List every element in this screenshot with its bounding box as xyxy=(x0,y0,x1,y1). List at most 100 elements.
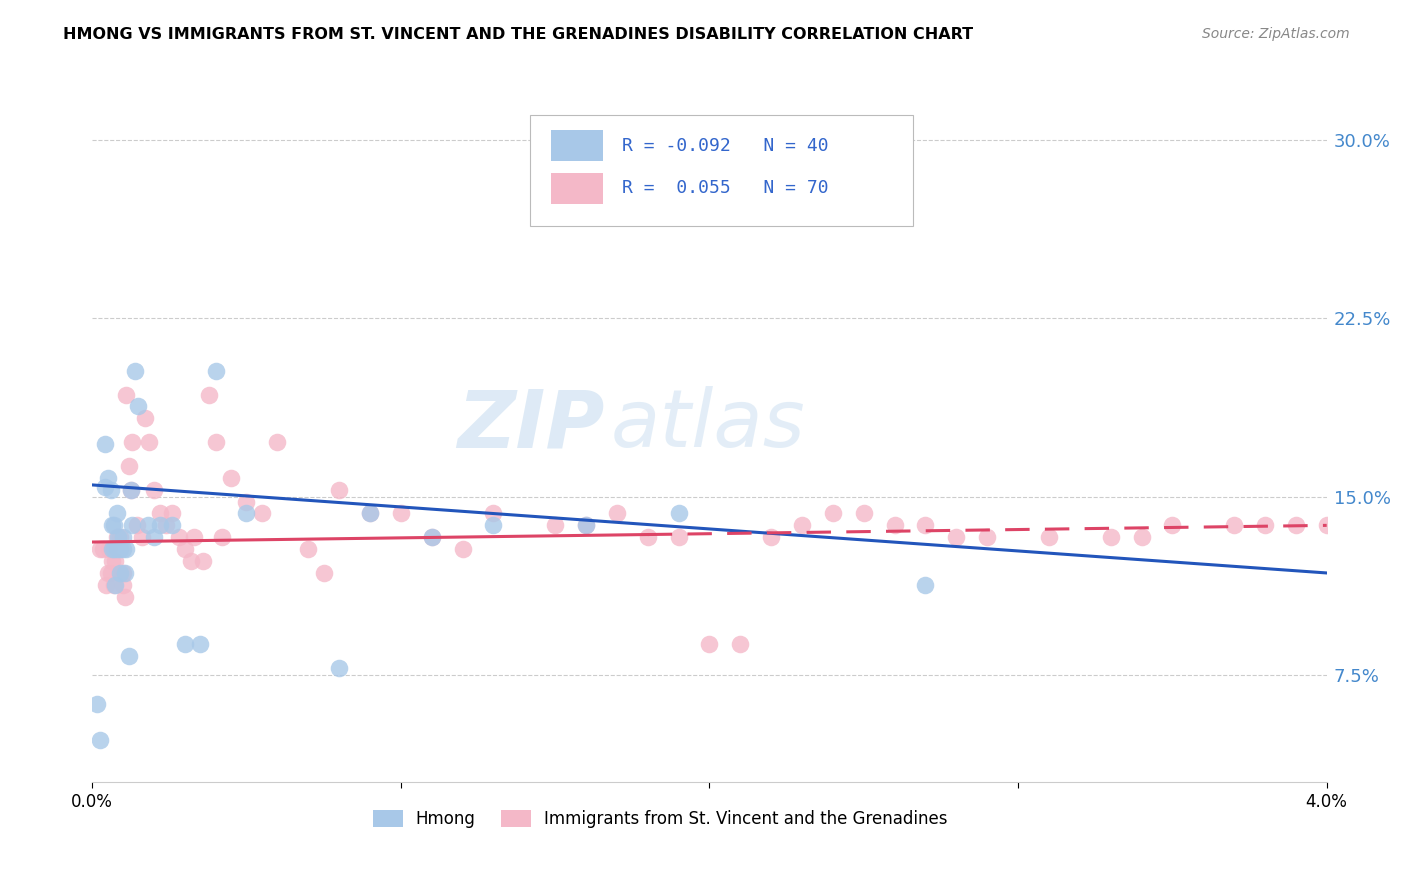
Point xyxy=(101,554,124,568)
Point xyxy=(91,542,114,557)
FancyBboxPatch shape xyxy=(551,130,603,161)
Point xyxy=(1223,518,1246,533)
Point xyxy=(98,542,121,557)
Point xyxy=(1285,518,1308,533)
Text: atlas: atlas xyxy=(610,386,806,465)
Point xyxy=(790,518,813,533)
Point xyxy=(180,554,202,568)
Point xyxy=(359,507,381,521)
Point xyxy=(328,483,350,497)
Point xyxy=(136,518,159,533)
Point xyxy=(219,471,242,485)
Point xyxy=(112,530,135,544)
Point xyxy=(637,530,659,544)
Point xyxy=(359,507,381,521)
Point xyxy=(142,530,165,544)
Text: ZIP: ZIP xyxy=(457,386,605,465)
Point xyxy=(108,542,131,557)
Point xyxy=(1130,530,1153,544)
Point xyxy=(1254,518,1277,533)
Point xyxy=(115,542,138,557)
Point xyxy=(945,530,967,544)
Point xyxy=(183,530,205,544)
Text: HMONG VS IMMIGRANTS FROM ST. VINCENT AND THE GRENADINES DISABILITY CORRELATION C: HMONG VS IMMIGRANTS FROM ST. VINCENT AND… xyxy=(63,27,973,42)
Point xyxy=(914,518,936,533)
Point xyxy=(699,637,721,651)
Point xyxy=(482,507,505,521)
Point xyxy=(114,566,136,580)
Point xyxy=(149,507,172,521)
Point xyxy=(1161,518,1184,533)
FancyBboxPatch shape xyxy=(530,115,912,226)
Point xyxy=(1316,518,1339,533)
Point xyxy=(235,507,257,521)
Point xyxy=(112,542,135,557)
Point xyxy=(544,518,567,533)
Point xyxy=(173,637,195,651)
Point xyxy=(420,530,443,544)
Point xyxy=(101,518,124,533)
Point xyxy=(668,530,690,544)
Text: R = -0.092   N = 40: R = -0.092 N = 40 xyxy=(621,136,828,154)
Point xyxy=(149,518,172,533)
Point xyxy=(162,507,184,521)
Point xyxy=(97,471,120,485)
Point xyxy=(235,494,257,508)
Point xyxy=(142,483,165,497)
Text: R =  0.055   N = 70: R = 0.055 N = 70 xyxy=(621,179,828,197)
Point xyxy=(108,530,131,544)
Point xyxy=(204,435,226,450)
Point xyxy=(89,542,111,557)
Point xyxy=(389,507,412,521)
Point xyxy=(134,411,156,425)
Point xyxy=(121,518,143,533)
Point xyxy=(167,530,190,544)
Point xyxy=(821,507,844,521)
Point xyxy=(193,554,215,568)
Point xyxy=(101,542,124,557)
Point xyxy=(105,530,128,544)
Point xyxy=(105,542,128,557)
Point xyxy=(976,530,998,544)
Point xyxy=(852,507,875,521)
Point xyxy=(155,518,177,533)
Point xyxy=(103,518,125,533)
Point xyxy=(93,480,115,494)
Point xyxy=(759,530,782,544)
Point xyxy=(121,435,143,450)
Point xyxy=(883,518,905,533)
Point xyxy=(100,566,122,580)
Point xyxy=(312,566,335,580)
Point xyxy=(198,387,221,401)
Point xyxy=(108,566,131,580)
Point xyxy=(103,578,125,592)
Point xyxy=(120,483,142,497)
Point xyxy=(89,732,111,747)
Point xyxy=(100,483,122,497)
Point xyxy=(1099,530,1122,544)
Point xyxy=(104,554,127,568)
Point xyxy=(97,566,120,580)
Point xyxy=(451,542,474,557)
Point xyxy=(297,542,319,557)
Point xyxy=(125,518,148,533)
Legend: Hmong, Immigrants from St. Vincent and the Grenadines: Hmong, Immigrants from St. Vincent and t… xyxy=(366,803,955,835)
Point xyxy=(112,566,135,580)
Point xyxy=(86,697,108,711)
Point xyxy=(104,578,127,592)
Point xyxy=(575,518,598,533)
Point xyxy=(115,387,138,401)
Point xyxy=(1038,530,1060,544)
Point xyxy=(127,400,149,414)
Point xyxy=(575,518,598,533)
Point xyxy=(93,437,115,451)
Point xyxy=(730,637,752,651)
Point xyxy=(250,507,273,521)
Text: Source: ZipAtlas.com: Source: ZipAtlas.com xyxy=(1202,27,1350,41)
Point xyxy=(211,530,233,544)
Point xyxy=(118,458,141,473)
Point xyxy=(162,518,184,533)
Point xyxy=(107,530,129,544)
Point xyxy=(420,530,443,544)
Point xyxy=(120,483,142,497)
